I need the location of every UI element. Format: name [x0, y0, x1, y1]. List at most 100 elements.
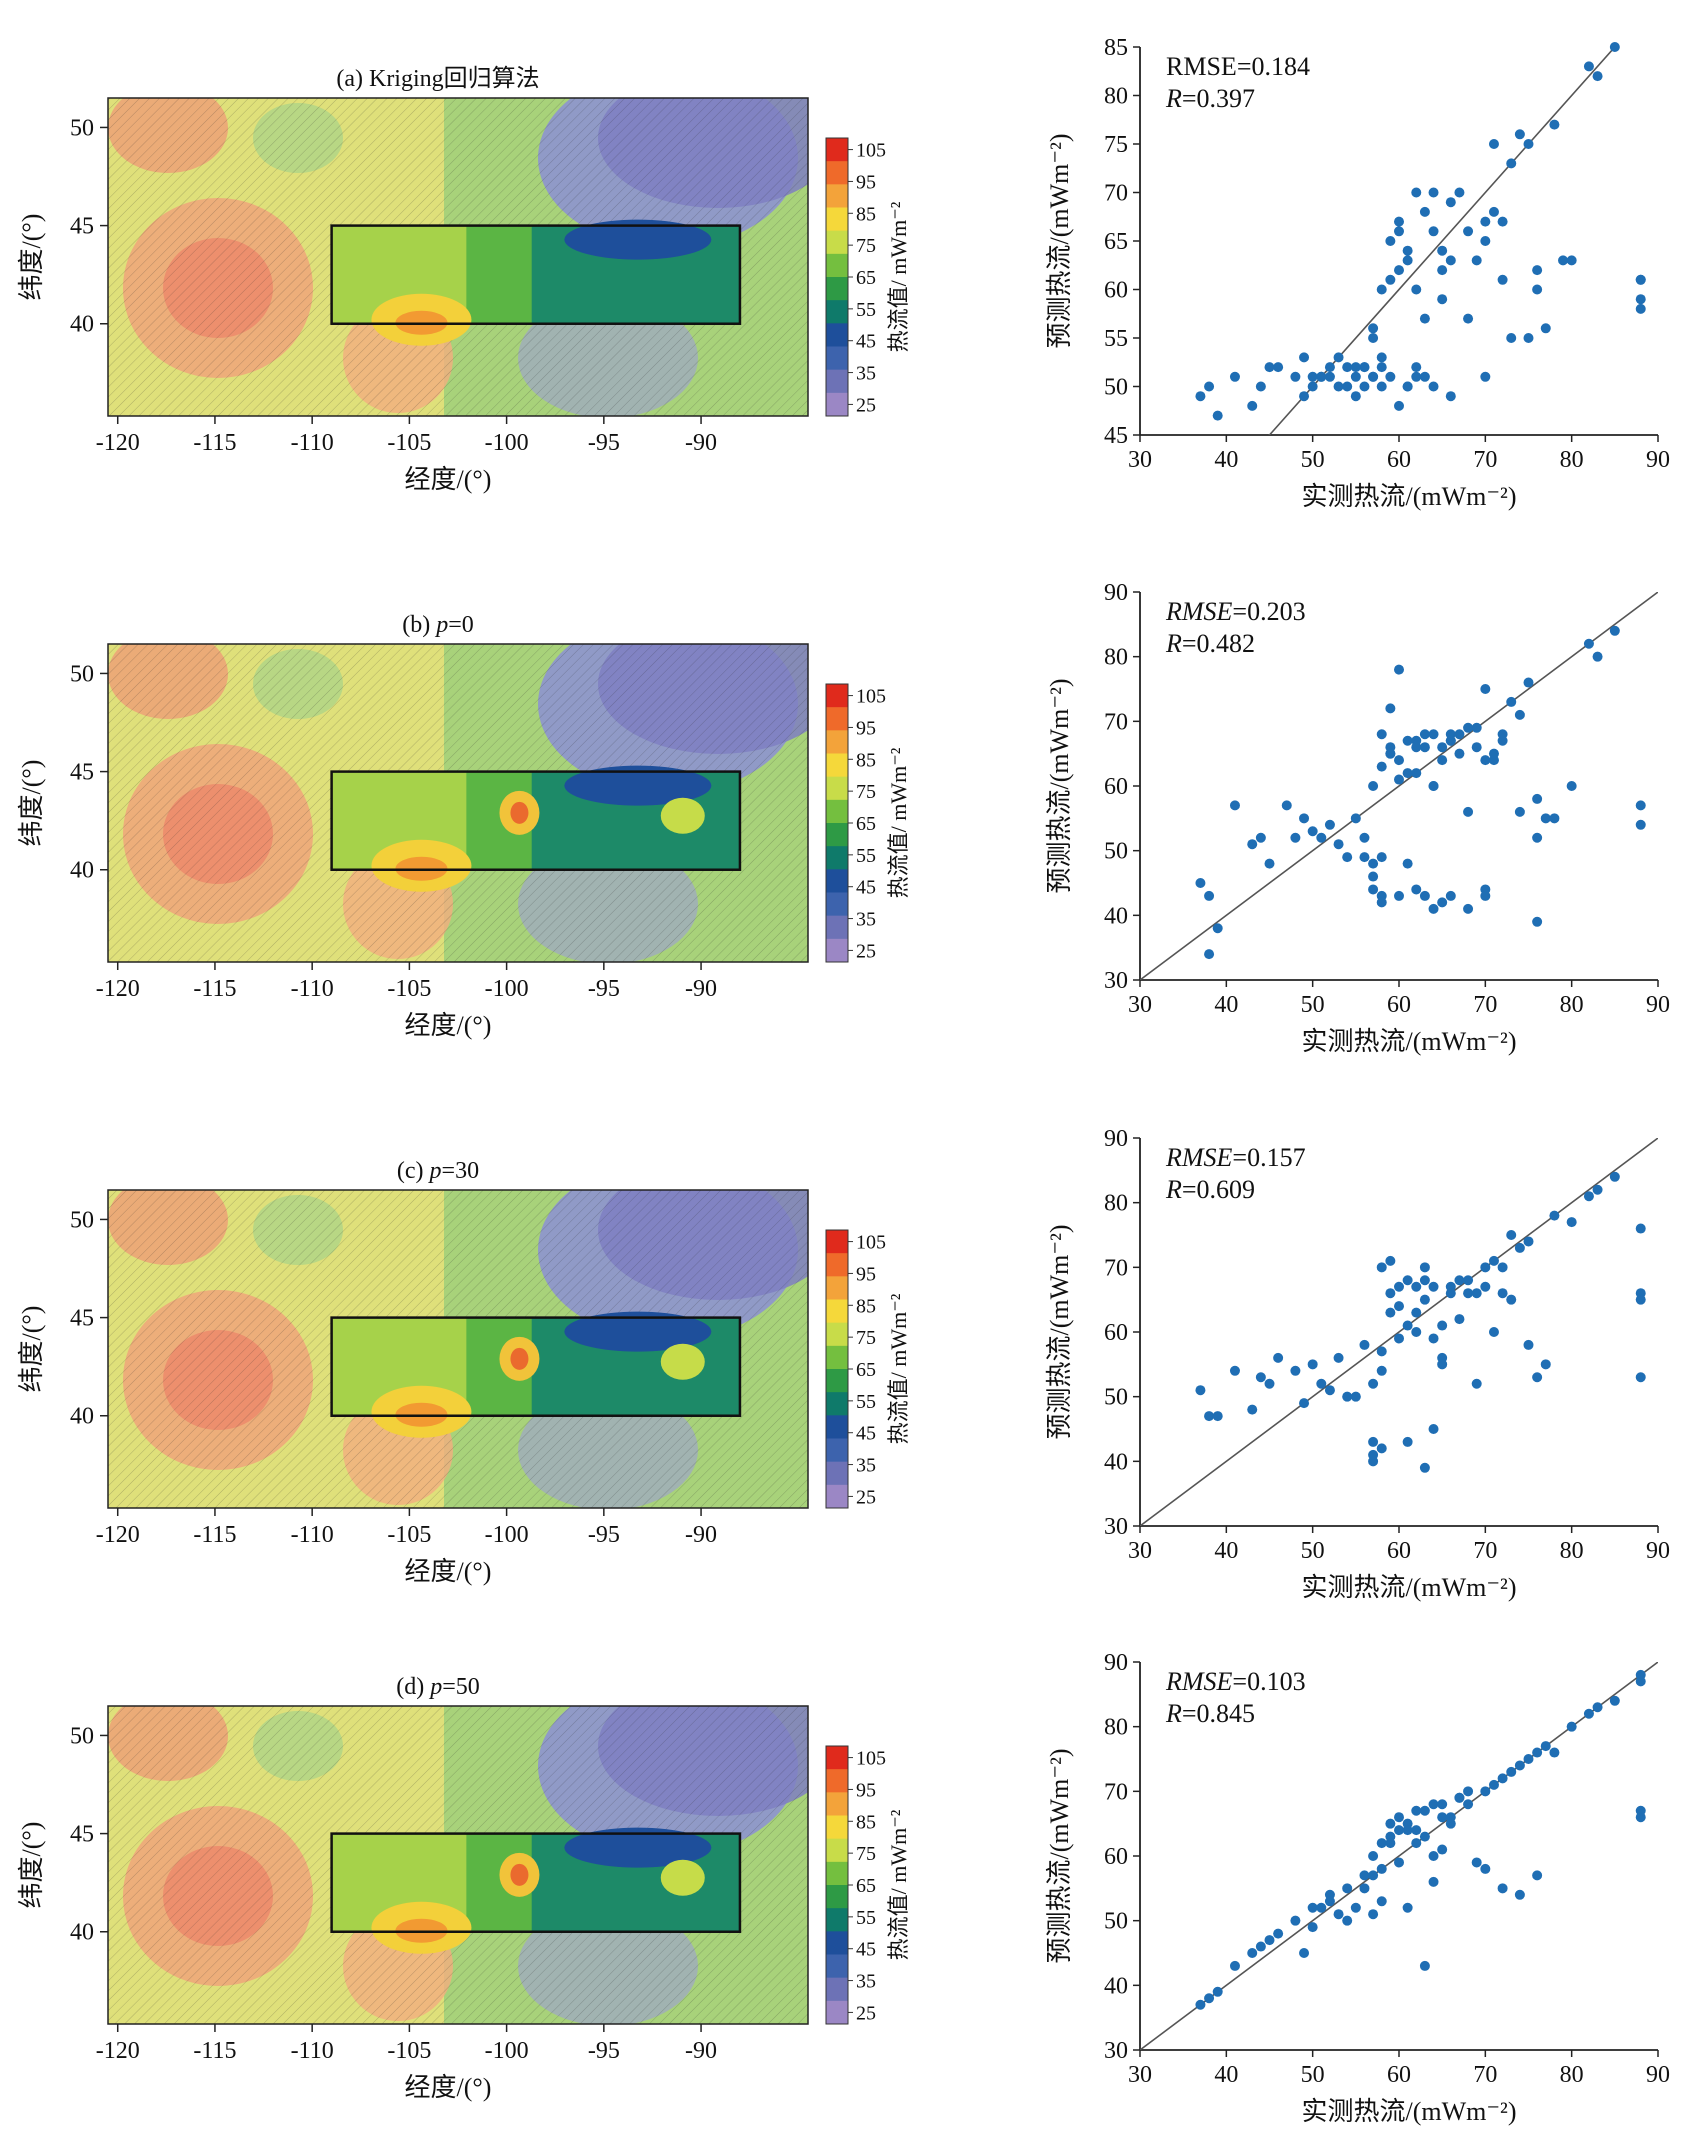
x-tick-label: 50 — [1301, 992, 1325, 1018]
map-y-axis-label: 纬度/(°) — [17, 760, 46, 847]
colorbar-segment — [826, 707, 848, 731]
data-point — [1558, 255, 1569, 266]
y-tick-label: 90 — [1104, 1650, 1128, 1676]
data-point — [1428, 781, 1439, 791]
data-point — [1549, 1210, 1560, 1221]
y-tick-label: 45 — [70, 214, 94, 240]
colorbar-segment — [826, 184, 848, 208]
colorbar-tick-label: 65 — [856, 267, 876, 289]
x-tick-label: -115 — [193, 1522, 236, 1548]
x-tick-label: -115 — [193, 2038, 236, 2064]
study-east-spot — [660, 1859, 705, 1896]
data-point — [1376, 1365, 1387, 1376]
x-tick-label: 50 — [1301, 1538, 1325, 1564]
data-point — [1635, 819, 1646, 830]
data-point — [1299, 813, 1310, 824]
data-point — [1229, 1960, 1240, 1971]
map-title-text: =30 — [442, 1158, 480, 1184]
data-point — [1394, 265, 1404, 276]
data-point — [1445, 391, 1456, 402]
data-point — [1419, 890, 1430, 901]
x-tick-label: 60 — [1387, 992, 1411, 1018]
data-point — [1359, 381, 1370, 392]
data-point — [1212, 1986, 1223, 1997]
colorbar-segment — [826, 207, 848, 232]
data-point — [1368, 1436, 1379, 1447]
x-tick-label: -120 — [96, 430, 140, 456]
data-point — [1609, 625, 1620, 636]
data-point — [1480, 216, 1491, 227]
data-point — [1514, 1242, 1525, 1253]
data-point — [1497, 1773, 1508, 1784]
data-point — [1324, 1896, 1335, 1907]
x-tick-label: 40 — [1214, 1538, 1238, 1564]
data-point — [1549, 119, 1560, 130]
data-point — [1350, 813, 1361, 824]
data-point — [1376, 362, 1387, 373]
data-point — [1532, 832, 1543, 843]
colorbar-label: 热流值/ mWm⁻² — [886, 1293, 911, 1444]
study-area-box — [330, 1832, 742, 1933]
map-x-axis-label: 经度/(°) — [405, 465, 492, 494]
data-point — [1255, 381, 1266, 392]
data-point — [1532, 793, 1543, 804]
data-point — [1307, 826, 1318, 837]
data-point — [1411, 1281, 1422, 1292]
data-point — [1307, 1359, 1318, 1370]
data-point — [1532, 916, 1543, 927]
data-point — [1368, 884, 1379, 895]
data-point — [1497, 1288, 1508, 1299]
data-point — [1428, 1281, 1439, 1292]
colorbar-segment — [826, 369, 848, 394]
data-point — [1471, 742, 1482, 753]
data-point — [1471, 1378, 1482, 1389]
data-point — [1273, 362, 1284, 373]
x-tick-label: -90 — [685, 430, 717, 456]
data-point — [1376, 1863, 1387, 1874]
colorbar-tick-label: 55 — [856, 1907, 876, 1929]
data-point — [1299, 352, 1310, 363]
data-point — [1402, 768, 1413, 779]
colorbar-segment — [826, 2000, 848, 2025]
data-point — [1463, 1786, 1474, 1797]
data-point — [1359, 362, 1370, 373]
data-point — [1437, 1320, 1448, 1331]
r-annotation: R=0.845 — [1165, 1699, 1255, 1728]
colorbar-label: 热流值/ mWm⁻² — [886, 747, 911, 898]
data-point — [1540, 1359, 1551, 1370]
data-point — [1204, 890, 1215, 901]
data-point — [1428, 729, 1439, 740]
rmse-annotation: RMSE=0.203 — [1165, 597, 1306, 626]
data-point — [1376, 381, 1387, 392]
data-point — [1307, 381, 1318, 392]
data-point — [1342, 1915, 1353, 1926]
map-title-var: p — [428, 1158, 442, 1184]
data-point — [1290, 832, 1301, 843]
x-tick-label: -105 — [387, 2038, 431, 2064]
x-tick-label: -90 — [685, 2038, 717, 2064]
colorbar-segment — [826, 1322, 848, 1347]
one-to-one-line — [1268, 47, 1616, 435]
data-point — [1411, 187, 1422, 198]
y-tick-label: 30 — [1104, 968, 1128, 994]
data-point — [1480, 890, 1491, 901]
data-point — [1635, 1669, 1646, 1680]
colorbar-segment — [826, 1415, 848, 1439]
study-low-patch — [564, 1311, 712, 1352]
map-field — [108, 1190, 808, 1508]
data-point — [1506, 696, 1517, 707]
data-point — [1419, 729, 1430, 740]
map-title-prefix: (b) — [402, 612, 436, 638]
map-x-axis-label: 经度/(°) — [405, 1011, 492, 1040]
data-point — [1376, 1443, 1387, 1454]
data-point — [1471, 722, 1482, 733]
y-tick-label: 50 — [70, 1207, 94, 1233]
data-point — [1333, 1352, 1344, 1363]
data-point — [1428, 187, 1439, 198]
colorbar-segment — [826, 1253, 848, 1277]
data-point — [1437, 294, 1448, 305]
rmse-value: =0.203 — [1232, 597, 1305, 626]
colorbar-tick-label: 35 — [856, 1455, 876, 1477]
data-point — [1514, 709, 1525, 720]
colorbar-tick-label: 45 — [856, 1423, 876, 1445]
